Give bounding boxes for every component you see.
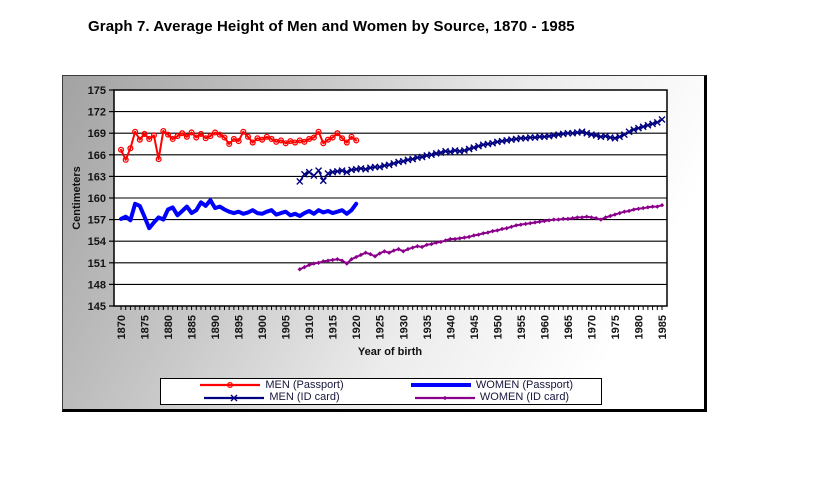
svg-text:1885: 1885 (187, 315, 199, 339)
svg-text:1915: 1915 (328, 315, 340, 339)
svg-text:1910: 1910 (304, 315, 316, 339)
y-axis-title: Centimeters (71, 166, 83, 230)
legend-sample-women-idcard (413, 392, 477, 404)
svg-text:151: 151 (88, 258, 106, 270)
svg-text:145: 145 (88, 301, 106, 313)
chart-area: 175 172 169 166 163 160 157 154 151 148 145 1870 187… (62, 75, 707, 412)
svg-text:1895: 1895 (234, 315, 246, 339)
svg-text:1965: 1965 (563, 315, 575, 339)
legend-sample-men-idcard (202, 392, 266, 404)
svg-text:1935: 1935 (422, 315, 434, 339)
chart-legend: MEN (Passport) WOMEN (Passport) MEN (ID … (160, 378, 602, 405)
plot-svg: 175 172 169 166 163 160 157 154 151 148 145 1870 187… (88, 85, 669, 339)
svg-text:1985: 1985 (657, 315, 669, 339)
svg-text:157: 157 (88, 215, 106, 227)
svg-text:1975: 1975 (610, 315, 622, 339)
svg-text:1920: 1920 (351, 315, 363, 339)
svg-text:1960: 1960 (539, 315, 551, 339)
svg-text:163: 163 (88, 171, 106, 183)
svg-text:1945: 1945 (469, 315, 481, 339)
svg-text:172: 172 (88, 107, 106, 119)
legend-item-women-passport: WOMEN (Passport) (381, 379, 601, 392)
x-axis-title: Year of birth (357, 346, 423, 358)
svg-text:1940: 1940 (445, 315, 457, 339)
svg-text:1950: 1950 (492, 315, 504, 339)
svg-text:1875: 1875 (140, 315, 152, 339)
svg-text:148: 148 (88, 279, 106, 291)
svg-text:1980: 1980 (633, 315, 645, 339)
svg-text:1900: 1900 (257, 315, 269, 339)
svg-text:160: 160 (88, 193, 106, 205)
chart-title: Graph 7. Average Height of Men and Women… (88, 18, 575, 35)
legend-label-women-idcard: WOMEN (ID card) (479, 391, 570, 404)
legend-sample-women-passport (409, 379, 473, 391)
legend-label-women-passport: WOMEN (Passport) (475, 379, 574, 391)
svg-text:1970: 1970 (586, 315, 598, 339)
legend-item-men-passport: MEN (Passport) (161, 379, 381, 392)
svg-text:175: 175 (88, 85, 106, 97)
svg-text:154: 154 (88, 236, 107, 248)
svg-text:166: 166 (88, 150, 106, 162)
svg-text:169: 169 (88, 128, 106, 140)
svg-text:1925: 1925 (375, 315, 387, 339)
svg-text:1890: 1890 (210, 315, 222, 339)
legend-item-men-idcard: MEN (ID card) (161, 392, 381, 405)
svg-text:1905: 1905 (281, 315, 293, 339)
svg-text:1955: 1955 (516, 315, 528, 339)
svg-text:1880: 1880 (163, 315, 175, 339)
svg-text:1870: 1870 (116, 315, 128, 339)
legend-label-men-passport: MEN (Passport) (265, 379, 344, 391)
legend-label-men-idcard: MEN (ID card) (269, 391, 340, 404)
legend-item-women-idcard: WOMEN (ID card) (381, 392, 601, 405)
legend-sample-men-passport (198, 379, 262, 391)
svg-text:1930: 1930 (398, 315, 410, 339)
